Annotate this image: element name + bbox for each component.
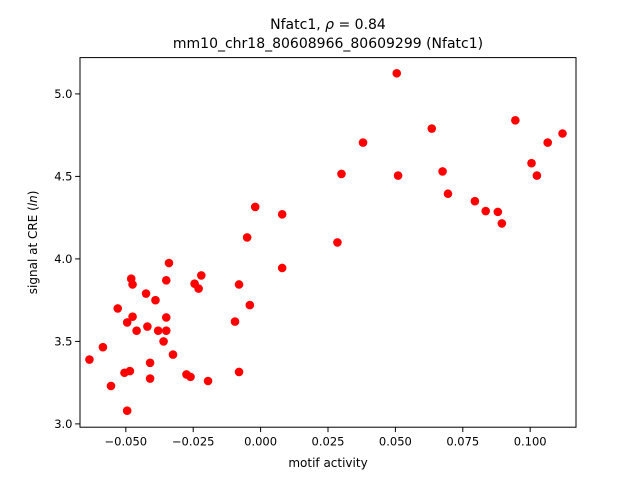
data-point: [527, 158, 536, 168]
x-tick-label: −0.050: [105, 435, 148, 449]
data-point: [333, 238, 342, 247]
chart-title-line1: Nfatc1, ρ = 0.84: [270, 17, 386, 33]
y-axis-label: signal at CRE (ln): [26, 191, 40, 295]
data-point: [161, 313, 171, 322]
x-tick-label: 0.050: [379, 435, 412, 449]
data-point: [277, 263, 287, 273]
data-point: [106, 381, 116, 391]
data-point: [194, 284, 203, 293]
data-point: [128, 312, 137, 321]
x-axis-label: motif activity: [288, 456, 367, 470]
y-tick-label: 5.0: [54, 87, 72, 101]
data-point: [481, 206, 491, 216]
y-axis-label-prefix: signal at CRE (: [26, 206, 40, 294]
data-point: [186, 372, 195, 382]
data-point: [277, 210, 287, 219]
chart-title-line2: mm10_chr18_80608966_80609299 (Nfatc1): [173, 36, 483, 52]
data-point: [558, 129, 567, 138]
data-point: [113, 304, 123, 313]
data-point: [230, 317, 240, 326]
data-point: [358, 138, 368, 147]
data-point: [197, 271, 206, 280]
data-point: [125, 366, 135, 376]
title-rho-value: = 0.84: [334, 17, 386, 33]
title-rho-symbol: ρ: [325, 17, 334, 33]
data-point: [497, 219, 507, 228]
data-point: [145, 358, 155, 368]
data-point: [128, 280, 137, 289]
data-point: [98, 342, 108, 352]
y-tick-label: 4.0: [54, 252, 72, 266]
x-axis-ticks: −0.050 −0.025 0.000 0.025 0.050 0.075 0.100: [105, 427, 547, 449]
data-point: [532, 171, 542, 180]
data-point: [234, 367, 244, 377]
data-point: [245, 300, 255, 310]
data-point: [443, 189, 453, 199]
data-point: [511, 116, 520, 125]
data-points: [85, 68, 567, 416]
x-tick-label: 0.025: [312, 435, 345, 449]
data-point: [132, 326, 141, 335]
data-point: [161, 276, 171, 285]
y-tick-label: 3.5: [54, 335, 72, 349]
data-point: [250, 202, 260, 212]
data-point: [427, 124, 437, 133]
data-point: [242, 233, 252, 242]
data-point: [122, 406, 132, 416]
data-point: [161, 326, 171, 335]
data-point: [164, 258, 174, 268]
data-point: [85, 355, 94, 364]
data-point: [470, 196, 480, 206]
data-point: [145, 374, 155, 383]
data-point: [203, 376, 213, 386]
data-point: [393, 171, 403, 180]
data-point: [153, 326, 163, 335]
y-axis-label-suffix: ): [26, 191, 40, 196]
data-point: [234, 280, 244, 289]
data-point: [168, 350, 178, 359]
data-point: [438, 167, 447, 176]
x-tick-label: 0.000: [244, 435, 277, 449]
data-point: [141, 289, 151, 298]
data-point: [337, 169, 346, 179]
y-tick-label: 3.0: [54, 417, 72, 431]
x-tick-label: 0.075: [446, 435, 479, 449]
data-point: [122, 318, 132, 327]
x-tick-label: 0.100: [514, 435, 547, 449]
data-point: [151, 295, 160, 305]
data-point: [543, 138, 552, 147]
y-tick-label: 4.5: [54, 170, 72, 184]
y-axis-label-italic: ln: [26, 195, 40, 206]
x-tick-label: −0.025: [172, 435, 215, 449]
data-point: [392, 68, 402, 78]
data-point: [143, 322, 152, 331]
y-axis-ticks: 3.0 3.5 4.0 4.5 5.0: [54, 87, 80, 431]
title-gene-text: Nfatc1,: [270, 17, 325, 33]
data-point: [159, 337, 168, 346]
data-point: [493, 207, 503, 217]
